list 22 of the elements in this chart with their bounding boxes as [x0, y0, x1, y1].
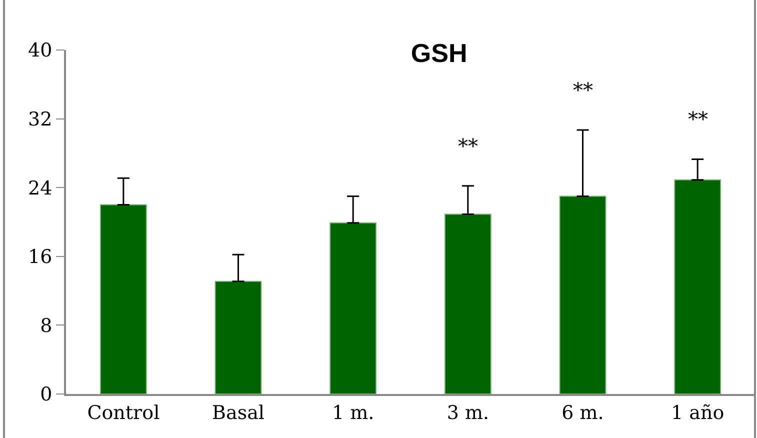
y-tick-label: 16 [28, 246, 52, 268]
x-tick-label: Control [87, 402, 160, 424]
x-tick-label: 1 m. [332, 402, 374, 424]
annotation: ** [573, 78, 593, 102]
y-tick-label: 24 [28, 177, 52, 200]
y-tick-label: 32 [28, 108, 52, 130]
annotation: ** [688, 107, 708, 131]
y-tick-label: 0 [40, 384, 52, 406]
chart-title: GSH [410, 38, 468, 68]
x-tick-label: 6 m. [562, 402, 604, 424]
x-tick-label: Basal [212, 402, 264, 424]
x-tick-label: 1 año [671, 402, 724, 424]
bar [674, 179, 722, 394]
y-tick-label: 8 [40, 314, 52, 337]
bar [559, 196, 606, 394]
annotation: ** [458, 134, 478, 158]
bar [100, 204, 147, 394]
bar [330, 222, 377, 394]
x-tick-label: 3 m. [446, 402, 490, 424]
bar [214, 280, 262, 394]
bar [444, 214, 492, 394]
y-tick-label: 40 [28, 40, 52, 62]
